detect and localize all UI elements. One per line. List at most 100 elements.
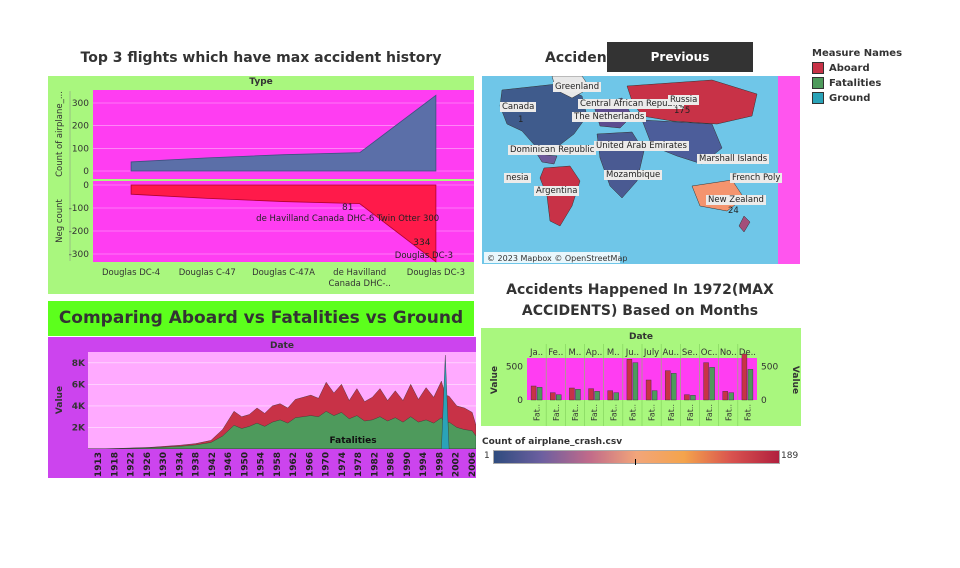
chart3-bar-fatalities [575,389,581,401]
chart3-month-label: Ap.. [586,348,603,358]
map-label: nesia [504,173,531,183]
legend-label-aboard: Aboard [829,62,870,74]
legend-item-fatalities[interactable]: Fatalities [812,77,902,89]
colorbar-min-label: 1 [484,451,490,461]
map-land-central-america [536,153,558,165]
chart3-bottom-label: Fat.. [628,404,637,421]
chart3-svg: Date Ja.. Fat.. Fe.. Fat.. M.. Fat.. Ap.. Fat.. M… [481,328,801,426]
chart3-month-label: M.. [569,348,582,358]
chart1-x-tick: Canada DHC-.. [329,279,391,289]
legend-label-ground: Ground [829,92,871,104]
previous-button[interactable]: Previous [607,42,753,72]
chart3-bar-aboard [703,362,709,401]
chart1-annotation-value: 334 [413,238,430,248]
chart2-x-tick: 1946 [224,452,234,477]
chart2-title-bar [48,301,474,336]
chart3-bar-fatalities [690,395,696,401]
chart3-bar-aboard [665,370,671,401]
chart2-svg: Date 8K 6K 4K 2K Value Fatalities 1913 1918 1922 1… [48,337,476,478]
chart3-bar-aboard [569,387,575,401]
chart3-bar-aboard [530,385,537,401]
chart1-x-tick: Douglas C-47 [179,268,236,278]
chart2-x-tick: 1966 [305,452,315,477]
chart2-x-tick: 1954 [257,452,267,477]
chart2-x-tick: 1998 [435,452,445,477]
chart3-bar-aboard [684,394,690,401]
chart3-column-header: Date [629,332,653,342]
chart3-bottom-label: Fat.. [667,404,676,421]
chart2-x-tick: 1950 [240,452,250,477]
chart1-top-tick: 0 [83,167,89,177]
chart1-area-positive [130,94,437,172]
chart3-bottom-label: Fat.. [686,404,695,421]
chart1-bottom-tick: 0 [83,181,89,191]
map-title: Accident [545,50,614,66]
chart3-bar-fatalities [671,373,677,401]
chart1-ylabel-top: Count of airplane_... [55,91,65,177]
chart3-month-label: Au.. [662,348,679,358]
chart3-y-tick-left: 500 [506,363,523,373]
chart3-y-tick-right: 500 [761,363,778,373]
chart3-bar-fatalities [709,367,715,401]
chart3-month-label: Oc.. [701,348,718,358]
chart2-x-tick: 2002 [452,452,462,477]
chart2-y-tick: 8K [72,359,86,369]
chart3-bar-aboard [645,379,652,401]
map-copyright: © 2023 Mapbox © OpenStreetMap [487,254,627,263]
chart1-column-header: Type [48,76,474,89]
chart1-top-tick: 200 [72,122,89,132]
chart3-bottom-label: Fat.. [648,404,657,421]
map-label: Canada [500,102,537,112]
chart3-month-label: July [643,348,659,358]
chart3-bottom-label: Fat.. [533,404,542,421]
chart3-bottom-label: Fat.. [552,404,561,421]
chart3-bar-aboard [741,353,748,401]
chart2-title: Comparing Aboard vs Fatalities vs Ground [58,308,464,328]
chart2-x-tick: 2006 [468,452,476,477]
chart3-bar-fatalities [747,369,754,401]
chart2-x-tick: 1986 [387,452,397,477]
chart1-top-tick: 100 [72,144,89,154]
chart2-x-tick: 1970 [322,452,332,477]
map-label: French Poly [730,173,783,183]
map-label: Central African Republic [578,99,685,109]
chart2-y-tick: 4K [72,402,86,412]
chart3-month-label: De.. [739,348,756,358]
legend-swatch-aboard [812,62,824,74]
chart3-bar-aboard [588,388,594,401]
chart1-annotation-label: Douglas DC-3 [395,251,453,261]
chart3-bar-fatalities [536,387,543,401]
chart1-annotation-label: de Havilland Canada DHC-6 Twin Otter 300 [256,214,439,224]
chart1-bottom-tick: -300 [69,250,90,260]
colorbar-max-label: 189 [781,451,799,461]
chart2-x-tick: 1962 [289,452,299,477]
chart1-ylabel-bottom: Neg count [55,199,65,243]
chart2-ylabel: Value [55,386,65,414]
legend-item-aboard[interactable]: Aboard [812,62,902,74]
chart3-month-label: No.. [720,348,737,358]
chart1-annotation-value: 81 [342,203,353,213]
chart2-xaxis-bg [88,449,476,478]
chart2-x-tick: 1913 [94,452,104,477]
chart3-month-label: Ja.. [529,348,543,358]
chart2-x-tick: 1942 [208,452,218,477]
chart3-y-tick-left: 0 [517,396,523,406]
chart2-x-tick: 1978 [354,452,364,477]
map-label: Greenland [553,82,602,92]
map-label: 1 [518,115,524,125]
map-label: United Arab Emirates [594,141,689,151]
legend-label-fatalities: Fatalities [829,77,882,89]
legend-item-ground[interactable]: Ground [812,92,902,104]
map-land-south-america [539,165,581,227]
legend-swatch-fatalities [812,77,824,89]
chart2-x-tick: 1982 [370,452,380,477]
chart3-bottom-label: Fat.. [705,404,714,421]
map-label: Marshall Islands [697,154,770,164]
chart3-title: Accidents Happened In 1972(MAX ACCIDENTS… [506,282,774,319]
chart1-area-negative [130,184,437,263]
chart2-x-tick: 1926 [143,452,153,477]
chart3-month-label: M.. [607,348,620,358]
chart1-x-tick: Douglas DC-3 [407,268,465,278]
colorbar-gradient [493,450,780,464]
chart3-month-label: Ju.. [625,348,639,358]
